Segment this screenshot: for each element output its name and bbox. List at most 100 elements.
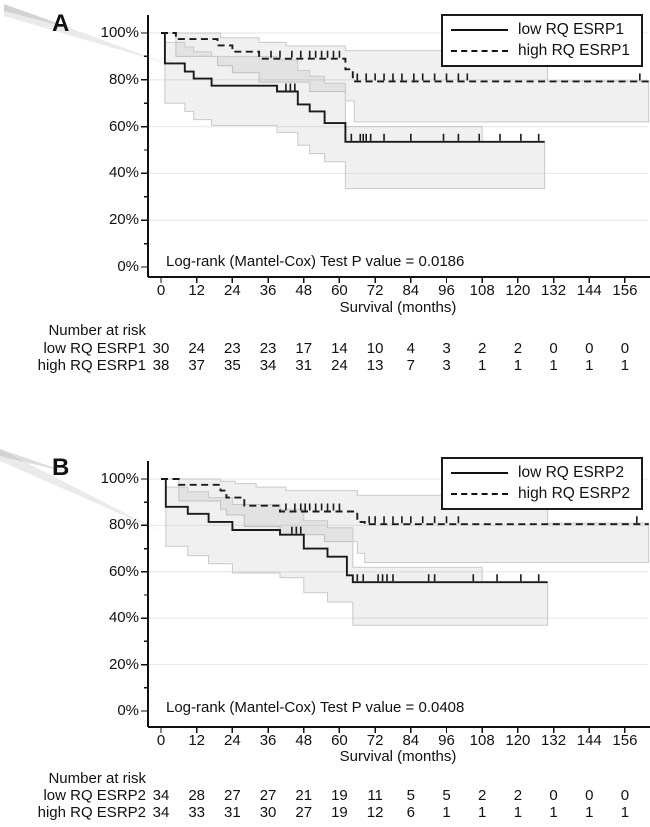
risk-count: 1 [442, 804, 451, 821]
risk-count: 24 [188, 340, 206, 357]
solid-line-sample-icon [451, 29, 508, 32]
corner-wedge-tip [4, 4, 74, 29]
panel-b-risk-row-label: high RQ ESRP2 [37, 804, 146, 821]
panel-b-x-axis-title: Survival (months) [339, 748, 457, 765]
panel-b-label: B [52, 454, 70, 481]
y-tick-label: 40% [108, 164, 139, 182]
y-tick-label: 20% [108, 211, 139, 229]
panel-a-risk-row-label: high RQ ESRP1 [37, 357, 146, 374]
y-tick-label: 80% [108, 516, 139, 534]
risk-count: 2 [478, 787, 487, 804]
x-tick-label: 60 [331, 732, 348, 749]
panel-b-risk-table-header: Number at risk [48, 770, 146, 787]
risk-count: 4 [406, 340, 415, 357]
risk-count: 1 [620, 804, 630, 821]
risk-count: 5 [406, 787, 415, 804]
dashed-line-sample-icon [451, 492, 508, 495]
legend-label: low RQ ESRP2 [518, 464, 624, 482]
x-tick-label: 72 [366, 282, 384, 299]
x-tick-label: 108 [469, 282, 495, 299]
risk-count: 0 [549, 787, 558, 804]
survival-curve-high-rq-esrp1 [161, 32, 649, 83]
risk-count: 11 [367, 787, 383, 804]
corner-wedge-tip [0, 449, 70, 473]
risk-count: 0 [585, 340, 594, 357]
x-tick-label: 0 [156, 282, 166, 299]
legend-label: high RQ ESRP1 [518, 41, 630, 59]
risk-count: 35 [224, 357, 241, 374]
panel-b-pvalue-text: Log-rank (Mantel-Cox) Test P value = 0.0… [166, 699, 465, 716]
x-tick-label: 84 [402, 282, 420, 299]
risk-count: 3 [442, 340, 451, 357]
y-tick-label: 60% [108, 562, 139, 580]
x-tick-label: 36 [259, 732, 277, 749]
x-tick-label: 48 [295, 282, 313, 299]
legend-entry-low-esrp1: low RQ ESRP1 [451, 21, 633, 39]
risk-count: 27 [259, 787, 277, 804]
risk-count: 19 [331, 804, 348, 821]
risk-count: 1 [549, 357, 558, 374]
risk-count: 38 [152, 357, 170, 374]
y-tick-label: 20% [108, 655, 139, 673]
x-tick-label: 96 [438, 732, 455, 749]
survival-curve-low-rq-esrp1 [161, 32, 545, 143]
panel-b-risk-row-label: low RQ ESRP2 [43, 787, 146, 804]
risk-count: 1 [620, 357, 630, 374]
risk-count: 1 [478, 357, 487, 374]
x-tick-label: 12 [188, 282, 206, 299]
panel-a-risk-table-header: Number at risk [48, 322, 146, 339]
risk-count: 0 [620, 787, 630, 804]
risk-count: 1 [585, 357, 594, 374]
legend-entry-high-esrp2: high RQ ESRP2 [451, 485, 633, 503]
risk-count: 21 [295, 787, 313, 804]
risk-count: 10 [366, 340, 384, 357]
x-tick-label: 24 [224, 732, 241, 749]
risk-count: 14 [331, 340, 348, 357]
risk-count: 23 [224, 340, 241, 357]
y-tick-label: 80% [108, 70, 139, 88]
x-tick-label: 144 [576, 282, 602, 299]
panel-a-pvalue-text: Log-rank (Mantel-Cox) Test P value = 0.0… [166, 253, 465, 270]
risk-count: 27 [224, 787, 241, 804]
x-tick-label: 0 [156, 732, 166, 749]
x-tick-label: 120 [505, 282, 531, 299]
risk-count: 7 [406, 357, 415, 374]
panel-b-legend: low RQ ESRP2 high RQ ESRP2 [441, 457, 643, 510]
risk-count: 31 [295, 357, 313, 374]
risk-count: 34 [259, 357, 277, 374]
risk-count: 5 [442, 787, 451, 804]
x-tick-label: 72 [366, 732, 384, 749]
x-tick-label: 60 [331, 282, 348, 299]
risk-count: 30 [152, 340, 170, 357]
legend-label: high RQ ESRP2 [518, 484, 630, 502]
risk-count: 23 [259, 340, 277, 357]
legend-label: low RQ ESRP1 [518, 21, 624, 39]
risk-count: 1 [513, 357, 523, 374]
risk-count: 19 [331, 787, 348, 804]
x-tick-label: 132 [541, 732, 567, 749]
risk-count: 0 [549, 340, 558, 357]
y-tick-label: 40% [108, 609, 139, 627]
x-tick-label: 12 [188, 732, 206, 749]
risk-count: 31 [224, 804, 241, 821]
x-tick-label: 24 [224, 282, 241, 299]
survival-curve-high-rq-esrp2 [161, 478, 649, 526]
risk-count: 0 [620, 340, 630, 357]
panel-a-x-axis-title: Survival (months) [339, 299, 457, 316]
risk-count: 33 [188, 804, 206, 821]
risk-count: 1 [585, 804, 594, 821]
survival-curve-low-rq-esrp2 [161, 478, 548, 584]
risk-count: 2 [478, 340, 487, 357]
corner-wedge-decoration [0, 449, 162, 532]
x-tick-label: 96 [438, 282, 455, 299]
risk-count: 34 [152, 787, 170, 804]
risk-count: 1 [549, 804, 558, 821]
risk-count: 1 [478, 804, 487, 821]
panel-a-label: A [52, 10, 70, 37]
risk-count: 34 [152, 804, 170, 821]
risk-count: 27 [295, 804, 313, 821]
x-tick-label: 156 [612, 282, 638, 299]
y-tick-label: 100% [100, 24, 139, 41]
